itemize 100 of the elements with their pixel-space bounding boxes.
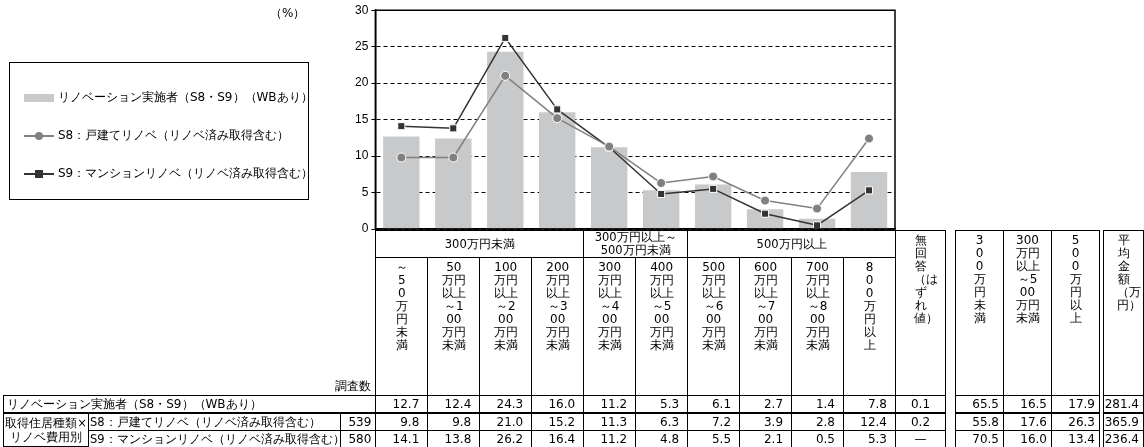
text: 0.2: [895, 413, 946, 431]
text: 13.4: [1051, 430, 1100, 447]
data-label: 5.3: [635, 395, 689, 413]
y-tick-label: 15: [354, 111, 369, 126]
point: [553, 105, 562, 114]
point: [761, 209, 770, 218]
bar: [383, 136, 420, 229]
data-label: 3.9: [739, 413, 793, 431]
text: リノベーション実施者（S8・S9）（WBあり）: [7, 396, 262, 411]
point: [812, 203, 823, 214]
text: 500万円以上: [687, 230, 896, 258]
text: （%）: [270, 5, 306, 22]
data-label: 0.5: [791, 430, 845, 447]
data-label: 26.2: [479, 430, 533, 447]
data-label: 11.3: [583, 413, 637, 431]
point: [396, 152, 407, 163]
text: 取得住居種類×リノベ費用別: [3, 413, 89, 447]
text: 16.0: [1003, 430, 1052, 447]
x-tick-label: ～50万円未満: [394, 260, 409, 352]
point: [813, 221, 822, 229]
legend-label: S8：戸建てリノベ（リノベ済み取得含む）: [58, 127, 290, 144]
data-label: 16.4: [531, 430, 585, 447]
data-label: 15.2: [531, 413, 585, 431]
text: 17.9: [1051, 395, 1100, 413]
y-tick-label: 10: [354, 148, 369, 163]
text: 365.9: [1103, 413, 1144, 431]
text: 16.5: [1003, 395, 1052, 413]
point: [864, 186, 874, 195]
data-label: 2.1: [739, 430, 793, 447]
x-tick-label: 300万円以上～400万円未満: [596, 260, 623, 352]
data-label: 11.2: [583, 430, 637, 447]
bar: [487, 51, 524, 229]
data-label: 9.8: [427, 413, 481, 431]
data-label: 12.4: [843, 413, 896, 431]
text: 539: [340, 413, 377, 431]
text: 0.1: [895, 395, 946, 413]
text: 236.4: [1103, 430, 1144, 447]
y-tick-label: 0: [361, 221, 369, 236]
text: 580: [348, 431, 372, 446]
text: S8：戸建てリノベ（リノベ済み取得含む）: [90, 414, 321, 429]
data-label: 1.4: [791, 395, 845, 413]
x-tick-label: 400万円以上～500万円未満: [648, 260, 675, 352]
point: [760, 195, 771, 206]
text: S9：マンションリノベ（リノベ済み取得含む）: [90, 431, 345, 446]
x-tick-label: 600万円以上～700万円未満: [752, 260, 779, 352]
bar: [694, 184, 732, 229]
data-label: 6.3: [635, 413, 689, 431]
text: 281.4: [1103, 395, 1144, 413]
text: 300万円以上～500万円未満: [1014, 233, 1041, 325]
data-label: 12.7: [375, 395, 429, 413]
y-tick-label: 5: [361, 184, 369, 199]
x-tick-label: 500万円以上～600万円未満: [700, 260, 727, 352]
y-tick-label: 30: [354, 2, 369, 17]
data-label: 5.3: [843, 430, 896, 447]
text: 300万円以上～500万円未満: [583, 230, 689, 258]
data-label: 2.7: [739, 395, 793, 413]
x-tick-label: 50万円以上～100万円未満: [440, 260, 467, 352]
text: 平均金額（万円）: [1116, 233, 1141, 312]
point: [709, 184, 718, 193]
point: [501, 33, 510, 42]
x-tick-label: 200万円以上～300万円未満: [544, 260, 571, 352]
legend-label: S9：マンションリノベ（リノベ済み取得含む）: [58, 165, 314, 182]
text: 26.3: [1051, 413, 1100, 431]
text: 300万円未満: [972, 233, 987, 325]
bar: [539, 112, 576, 229]
x-tick-label: 100万円以上～200万円未満: [492, 260, 519, 352]
text: 調査数: [335, 378, 372, 395]
bar: [850, 172, 888, 229]
text: 無回答（はずれ値）: [913, 233, 938, 325]
point: [449, 124, 458, 133]
data-label: 16.0: [531, 395, 585, 413]
data-label: 11.2: [583, 395, 637, 413]
data-label: 13.8: [427, 430, 481, 447]
point: [397, 122, 406, 131]
data-label: 2.8: [791, 413, 845, 431]
point: [657, 189, 666, 199]
point: [656, 178, 667, 189]
x-tick-label: 700万円以上～800万円未満: [804, 260, 831, 352]
point: [500, 70, 511, 81]
data-label: 9.8: [375, 413, 429, 431]
data-label: 5.5: [687, 430, 741, 447]
data-label: 7.2: [687, 413, 741, 431]
data-label: 24.3: [479, 395, 533, 413]
x-tick-label: 800万円以上: [862, 260, 877, 352]
point: [552, 113, 563, 124]
text: 70.5: [955, 430, 1004, 447]
text: 500万円以上: [1068, 233, 1083, 325]
data-label: 7.8: [843, 395, 896, 413]
data-label: 6.1: [687, 395, 741, 413]
text: 17.6: [1003, 413, 1052, 431]
point: [864, 133, 875, 144]
point: [708, 171, 719, 182]
data-label: 12.4: [427, 395, 481, 413]
text: 300万円未満: [375, 230, 585, 258]
bar: [591, 147, 628, 229]
data-label: 4.8: [635, 430, 689, 447]
data-label: 21.0: [479, 413, 533, 431]
point: [448, 152, 459, 163]
data-label: 14.1: [375, 430, 429, 447]
text: —: [895, 430, 946, 447]
